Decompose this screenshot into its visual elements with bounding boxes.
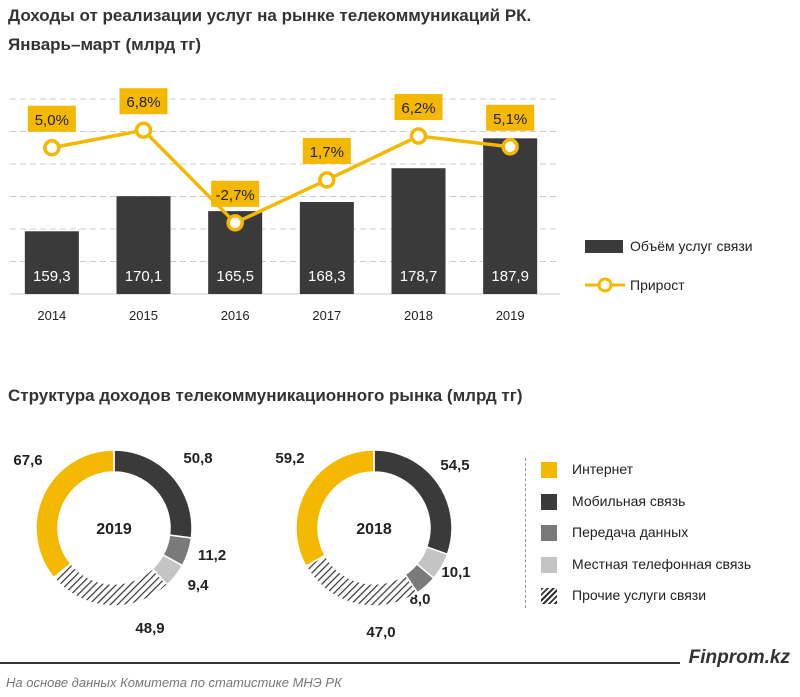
donut-slice xyxy=(52,562,169,607)
legend-label: Интернет xyxy=(572,461,634,477)
chart-subtitle: Январь–март (млрд тг) xyxy=(8,35,202,54)
growth-label-box xyxy=(486,104,535,131)
growth-label: 6,8% xyxy=(126,94,160,111)
bar xyxy=(116,196,171,294)
x-tick-label: 2017 xyxy=(312,308,341,323)
legend-swatch xyxy=(541,588,557,604)
growth-label: 1,7% xyxy=(310,144,344,161)
growth-label-box xyxy=(27,105,76,132)
donut-value-label: 54,5 xyxy=(440,457,469,474)
growth-label: 6,2% xyxy=(401,100,435,117)
chart-title: Доходы от реализации услуг на рынке теле… xyxy=(8,6,532,25)
legend-swatch xyxy=(541,462,557,478)
growth-label: 5,0% xyxy=(35,112,69,129)
legend-swatch xyxy=(541,525,557,541)
bar xyxy=(483,138,538,294)
bar-value-label: 178,7 xyxy=(400,268,438,285)
legend-bar-swatch xyxy=(585,240,623,253)
donut-value-label: 50,8 xyxy=(183,450,212,467)
legend-swatch xyxy=(541,556,557,573)
donut-center-label: 2018 xyxy=(356,521,392,538)
growth-label-box xyxy=(211,180,260,207)
x-tick-label: 2015 xyxy=(129,308,158,323)
growth-label-box xyxy=(302,137,351,164)
legend-label: Передача данных xyxy=(572,524,689,540)
growth-label: -2,7% xyxy=(216,187,255,204)
legend-line-swatch xyxy=(585,277,625,293)
x-tick-label: 2014 xyxy=(37,308,66,323)
legend-bar-label: Объём услуг связи xyxy=(630,238,753,254)
donut-value-label: 47,0 xyxy=(366,624,395,641)
growth-point xyxy=(409,127,428,145)
donut-slice xyxy=(295,449,375,568)
growth-label: 5,1% xyxy=(493,111,527,128)
source-note: На основе данных Комитета по статистике … xyxy=(6,675,342,690)
growth-label-box xyxy=(394,94,443,121)
donut-slice xyxy=(35,449,115,579)
bar-value-label: 159,3 xyxy=(33,268,71,285)
donut-value-label: 67,6 xyxy=(13,452,42,469)
growth-point xyxy=(226,214,244,232)
legend-label: Мобильная связь xyxy=(572,492,686,509)
growth-label-box xyxy=(119,88,168,115)
growth-point xyxy=(43,139,61,157)
bar-value-label: 187,9 xyxy=(491,268,529,285)
brand-logo: Finprom.kz xyxy=(688,647,790,668)
growth-point xyxy=(501,138,519,156)
legend-label: Прочие услуги связи xyxy=(572,587,707,603)
x-tick-label: 2019 xyxy=(496,308,525,323)
donut-value-label: 11,2 xyxy=(198,547,226,564)
x-tick-label: 2016 xyxy=(221,308,250,323)
donut-center-label: 2019 xyxy=(96,521,132,538)
legend-swatch xyxy=(541,493,557,510)
growth-line xyxy=(51,128,511,225)
bar xyxy=(299,202,354,294)
legend-line-label: Прирост xyxy=(630,277,685,293)
x-tick-label: 2018 xyxy=(404,308,433,323)
donut-slice xyxy=(304,554,419,607)
growth-point xyxy=(318,171,336,189)
bar-value-label: 165,5 xyxy=(216,268,254,285)
bar-value-label: 170,1 xyxy=(125,268,163,285)
pie-title: Структура доходов телекоммуникационного … xyxy=(8,386,523,405)
footer-rule xyxy=(0,662,680,664)
legend-label: Местная телефонная связь xyxy=(572,555,752,572)
donut-value-label: 9,4 xyxy=(188,577,210,594)
bar xyxy=(391,168,446,294)
legend-divider xyxy=(525,458,526,608)
donut-value-label: 48,9 xyxy=(135,620,164,637)
donut-value-label: 59,2 xyxy=(275,450,304,467)
bar xyxy=(24,231,79,294)
bar-value-label: 168,3 xyxy=(308,268,346,285)
donut-value-label: 10,1 xyxy=(441,564,470,581)
growth-point xyxy=(134,121,153,139)
